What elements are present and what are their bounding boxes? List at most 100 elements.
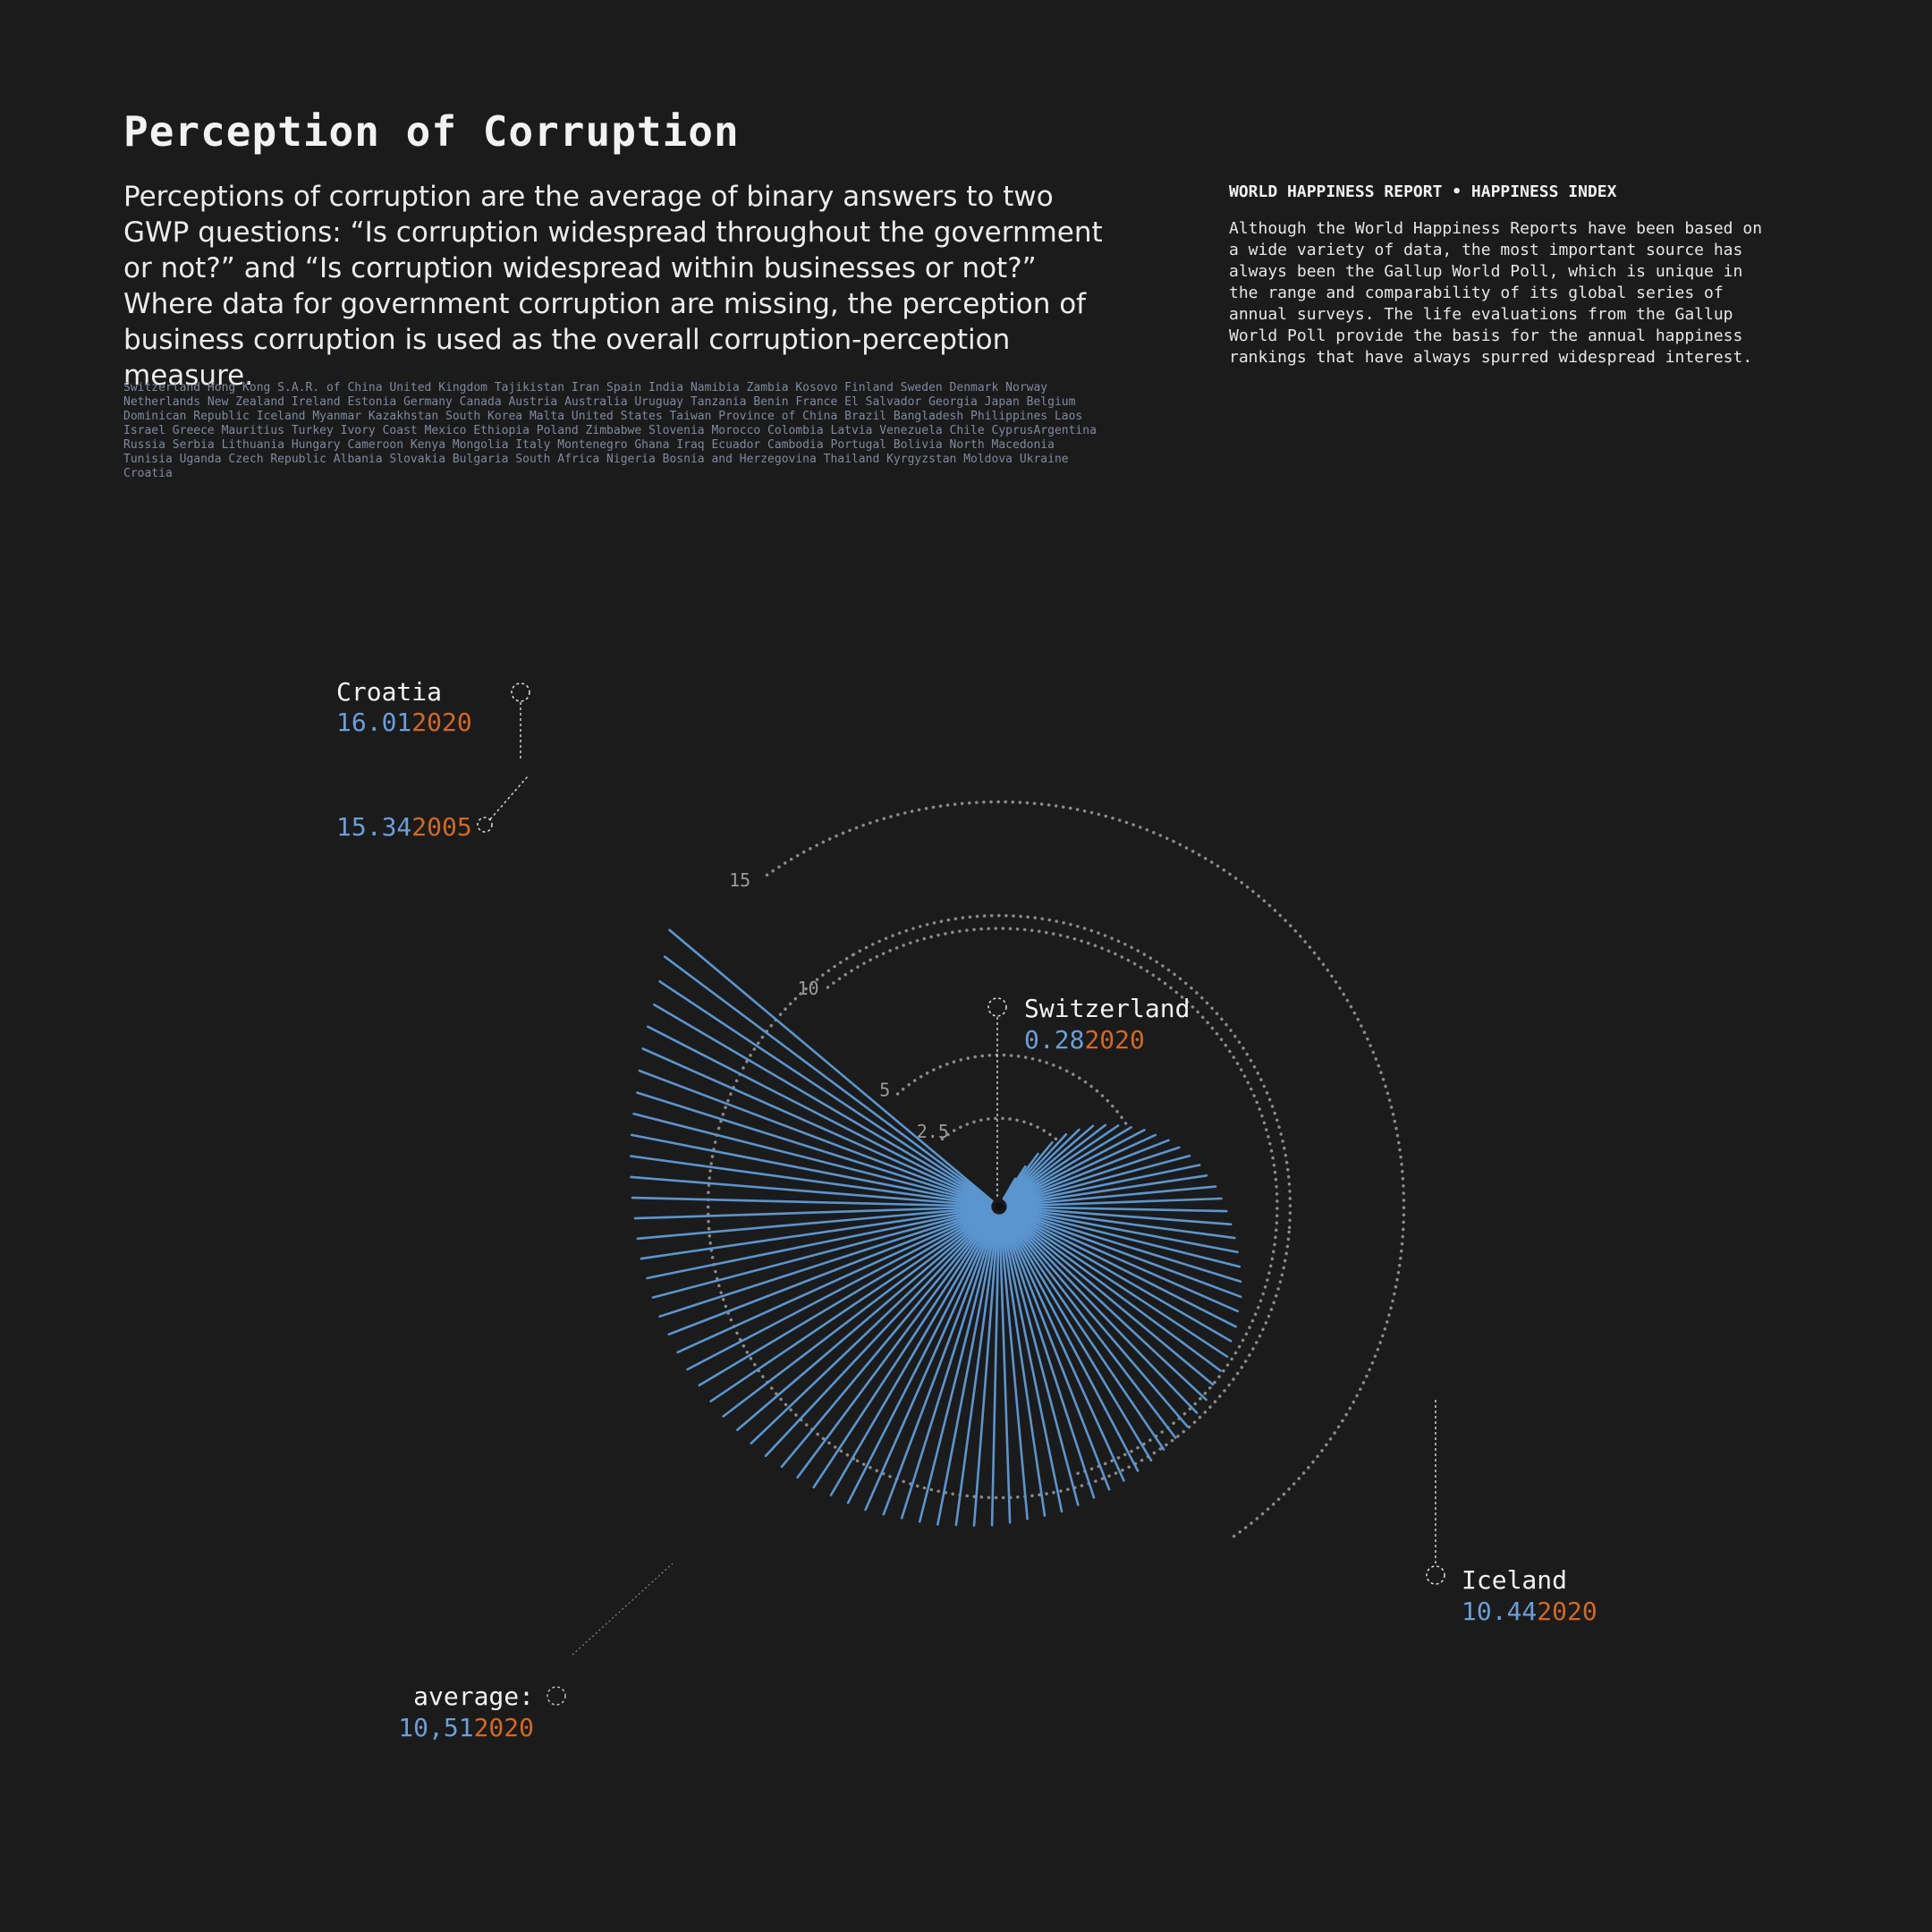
bar-25 <box>1006 1208 1242 1299</box>
bar-72 <box>640 1207 992 1260</box>
marker-circle <box>477 817 493 833</box>
bar-87 <box>668 928 994 1202</box>
bar-50 <box>936 1214 999 1526</box>
bar-44 <box>999 1214 1046 1517</box>
bar-7 <box>1004 1123 1107 1203</box>
bar-31 <box>1004 1211 1215 1386</box>
bar-68 <box>667 1208 992 1336</box>
tick-label-5: 5 <box>879 1080 890 1101</box>
annotation-year: 2020 <box>1084 1025 1144 1055</box>
annotation-iceland: Iceland 10.442020 <box>1426 1400 1597 1626</box>
bar-52 <box>900 1214 998 1520</box>
annotation-year: 2020 <box>411 708 471 737</box>
bar-37 <box>1002 1213 1153 1462</box>
bar-81 <box>638 1069 992 1205</box>
bar-24 <box>1006 1208 1242 1284</box>
bar-34 <box>1004 1212 1189 1428</box>
marker-circle <box>1426 1565 1445 1585</box>
annotation-value: 15.34 <box>336 812 411 842</box>
bar-56 <box>829 1213 996 1496</box>
bar-36 <box>1003 1213 1165 1451</box>
bar-16 <box>1006 1174 1208 1207</box>
bar-11 <box>1005 1133 1157 1205</box>
annotation-value-line: 15.342005 <box>336 812 472 842</box>
bar-33 <box>1004 1211 1199 1414</box>
bar-5 <box>1004 1128 1080 1202</box>
bar-70 <box>651 1208 992 1299</box>
bar-23 <box>1006 1208 1241 1268</box>
bar-46 <box>998 1214 1012 1524</box>
average-arc-c <box>852 1230 1291 1500</box>
grid-arc-5 <box>895 1053 1130 1128</box>
annotation-value-line: 16.012020 <box>336 708 472 737</box>
bar-29 <box>1005 1210 1229 1359</box>
bar-19 <box>1006 1205 1228 1213</box>
page-title: Perception of Corruption <box>123 107 740 156</box>
grid-arc-10 <box>826 927 1279 1478</box>
bar-77 <box>629 1155 992 1207</box>
bar-47 <box>990 1214 1001 1527</box>
annotation-value-line: 10.442020 <box>1462 1597 1597 1626</box>
bar-4 <box>1004 1133 1068 1201</box>
bar-40 <box>1001 1214 1111 1491</box>
bar-39 <box>1001 1213 1125 1482</box>
bar-28 <box>1005 1209 1233 1343</box>
source-text: Although the World Happiness Reports hav… <box>1229 219 1763 367</box>
bar-61 <box>750 1211 995 1445</box>
bar-9 <box>1005 1125 1132 1204</box>
bar-20 <box>1006 1206 1233 1226</box>
bar-38 <box>1002 1213 1140 1472</box>
bar-13 <box>1006 1146 1181 1206</box>
annotation-average: average: 10,512020 <box>398 1563 674 1742</box>
bar-62 <box>736 1211 994 1431</box>
bar-18 <box>1006 1197 1223 1208</box>
country-list: Switzerland Hong Kong S.A.R. of China Un… <box>123 381 1097 480</box>
bar-64 <box>709 1210 993 1402</box>
grid-arc-2.5 <box>940 1116 1058 1141</box>
bar-15 <box>1006 1164 1201 1207</box>
grid-arc-15 <box>765 800 1406 1540</box>
marker-circle <box>511 682 530 702</box>
bar-57 <box>812 1213 996 1489</box>
bar-80 <box>636 1091 992 1206</box>
description-text: Perceptions of corruption are the averag… <box>123 181 1103 392</box>
bar-10 <box>1005 1129 1146 1204</box>
annotation-year: 2005 <box>411 812 471 842</box>
bar-55 <box>846 1213 996 1504</box>
annotation-value: 16.01 <box>336 708 411 737</box>
bar-86 <box>663 955 994 1203</box>
bar-69 <box>658 1208 992 1318</box>
bar-78 <box>630 1133 992 1207</box>
annotation-croatia-2005: 15.342005 <box>336 775 529 842</box>
source-title: WORLD HAPPINESS REPORT • HAPPINESS INDEX <box>1229 182 1617 201</box>
bar-66 <box>686 1209 993 1371</box>
average-arc-b <box>852 913 1292 1234</box>
bar-17 <box>1006 1185 1217 1208</box>
bar-22 <box>1006 1207 1239 1254</box>
tick-label-2.5: 2.5 <box>917 1121 949 1142</box>
bar-3 <box>1004 1141 1054 1201</box>
bar-35 <box>1003 1212 1177 1439</box>
bar-84 <box>653 1004 993 1204</box>
bar-59 <box>780 1212 995 1469</box>
bar-53 <box>882 1214 997 1516</box>
annotation-value: 10,51 <box>398 1713 473 1742</box>
bar-58 <box>796 1212 996 1479</box>
marker-circle <box>547 1686 566 1706</box>
bar-42 <box>1000 1214 1080 1506</box>
bar-71 <box>646 1207 992 1280</box>
bar-79 <box>632 1113 992 1206</box>
bar-82 <box>641 1047 993 1205</box>
annotation-label: Croatia <box>336 677 442 707</box>
bar-41 <box>1000 1214 1096 1499</box>
annotation-value: 10.44 <box>1462 1597 1537 1626</box>
annotation-value-line: 0.282020 <box>1024 1025 1145 1055</box>
bar-54 <box>864 1213 997 1512</box>
bar-32 <box>1004 1211 1208 1402</box>
bar-73 <box>636 1206 992 1241</box>
bar-14 <box>1006 1154 1191 1206</box>
bar-74 <box>633 1206 992 1220</box>
bar-75 <box>631 1196 992 1208</box>
bar-65 <box>698 1209 993 1387</box>
bar-43 <box>999 1214 1063 1513</box>
